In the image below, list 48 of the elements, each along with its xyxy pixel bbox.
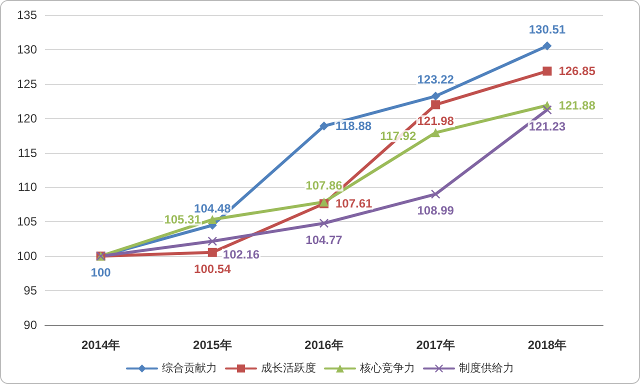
- point: [431, 100, 440, 110]
- point: [208, 215, 217, 224]
- data-label: 121.98: [417, 114, 454, 128]
- y-tick-label: 125: [16, 76, 38, 91]
- y-tick-label: 110: [18, 180, 38, 194]
- point: [431, 92, 440, 101]
- data-label: 102.16: [222, 248, 260, 262]
- y-tick-label: 95: [24, 284, 38, 298]
- point: [542, 66, 552, 76]
- point: [320, 122, 328, 131]
- y-tick-label: 135: [16, 8, 38, 22]
- y-tick-label: 105: [16, 214, 38, 229]
- data-label: 104.77: [306, 232, 343, 247]
- data-label: 100.54: [194, 262, 232, 276]
- legend-label: 成长活跃度: [261, 362, 316, 374]
- legend-label: 核心竞争力: [359, 362, 415, 374]
- point: [320, 218, 328, 228]
- point: [542, 41, 552, 50]
- x-tick-label: 2018年: [528, 338, 567, 352]
- x-tick-label: 2016年: [304, 338, 344, 352]
- data-label: 121.88: [558, 98, 596, 112]
- data-label: 118.88: [336, 119, 372, 134]
- data-label: 107.86: [306, 178, 343, 192]
- data-label: 117.92: [380, 129, 416, 144]
- point: [431, 190, 440, 199]
- x-tick-label: 2015年: [193, 338, 232, 352]
- data-label: 105.31: [164, 212, 202, 227]
- data-label: 108.99: [417, 204, 454, 218]
- data-label: 121.23: [528, 119, 566, 134]
- data-label: 104.48: [194, 202, 232, 216]
- y-tick-label: 130: [16, 42, 38, 56]
- data-label: 130.51: [528, 22, 566, 36]
- point: [542, 105, 552, 114]
- y-tick-label: 120: [16, 111, 38, 126]
- legend-label: 制度供给力: [459, 362, 514, 374]
- y-tick-label: 115: [18, 146, 38, 160]
- data-label: 100: [90, 266, 112, 280]
- data-label: 126.85: [558, 64, 596, 78]
- point: [208, 236, 217, 246]
- x-tick-label: 2014年: [81, 338, 120, 352]
- y-tick-label: 100: [16, 249, 38, 264]
- data-label: 107.61: [336, 196, 373, 211]
- x-tick-label: 2017年: [416, 338, 455, 352]
- legend-label: 综合贡献力: [162, 362, 217, 374]
- data-label: 123.22: [417, 72, 454, 87]
- point: [431, 128, 440, 138]
- y-tick-label: 90: [24, 318, 38, 332]
- point: [208, 248, 217, 257]
